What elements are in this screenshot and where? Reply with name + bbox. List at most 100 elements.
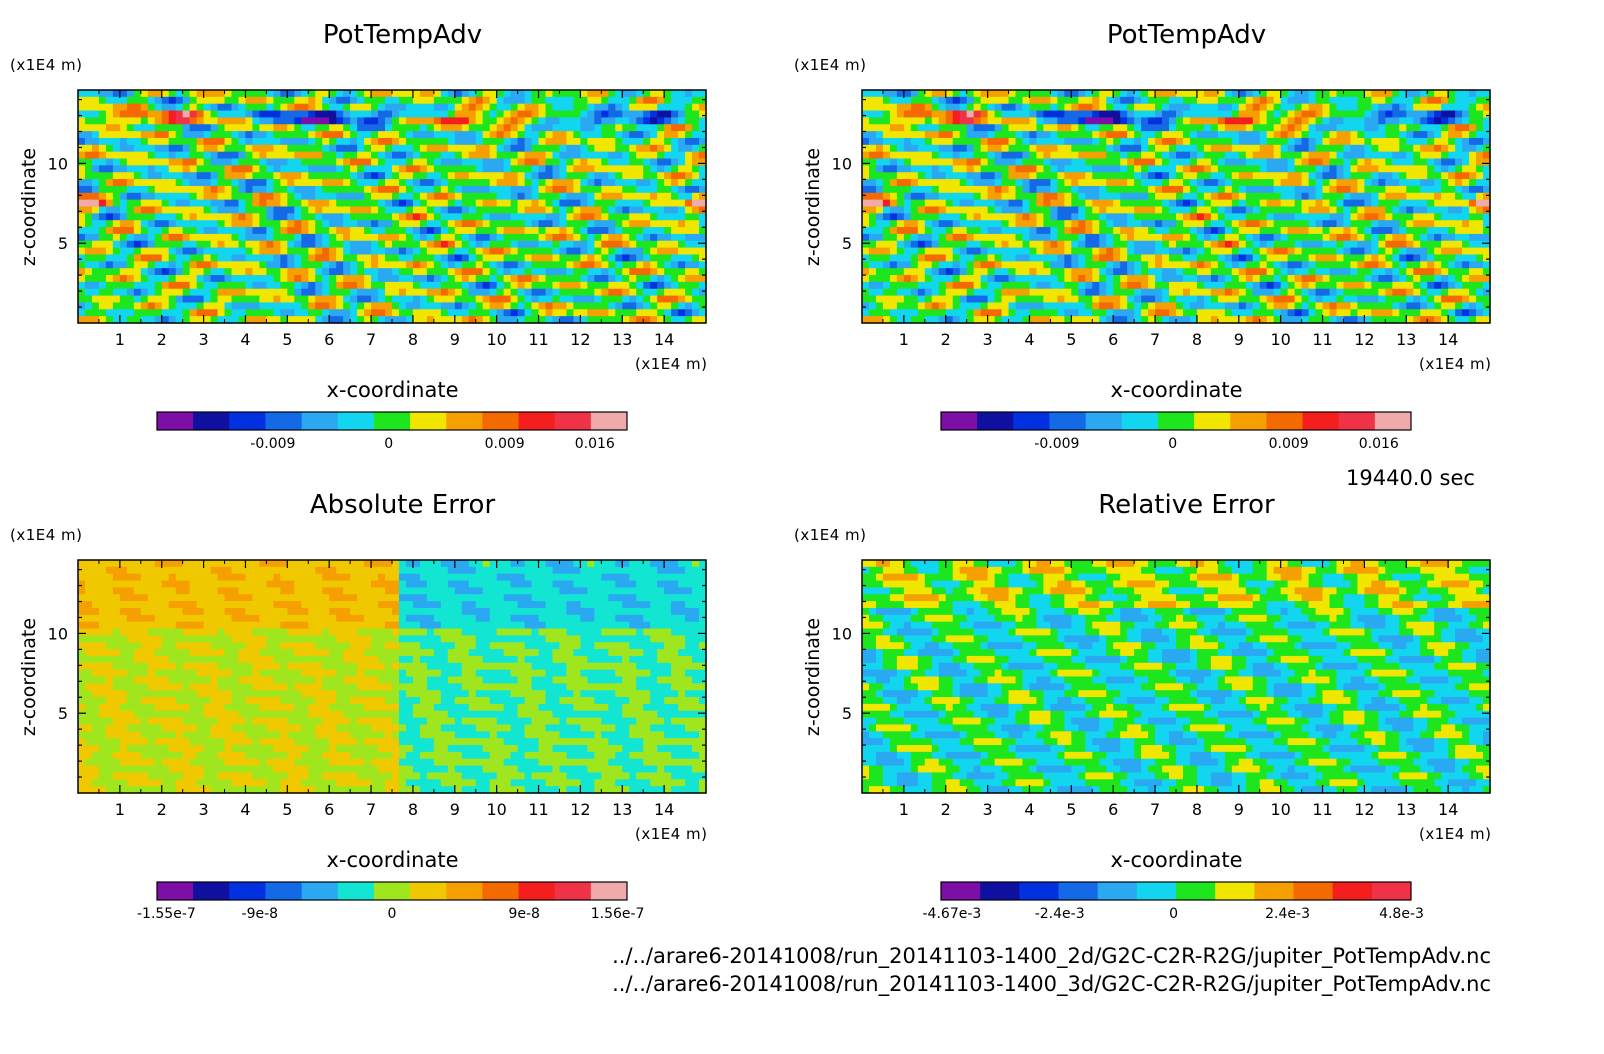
heatmap-cell	[622, 206, 630, 214]
heatmap-cell	[203, 90, 212, 98]
heatmap-cell	[84, 131, 93, 139]
heatmap-cell	[896, 199, 905, 208]
heatmap-cell	[1413, 165, 1421, 173]
heatmap-cell	[1176, 90, 1184, 98]
heatmap-cell	[168, 268, 177, 276]
heatmap-cell	[175, 96, 184, 105]
heatmap-cell	[475, 117, 484, 125]
heatmap-cell	[524, 103, 533, 112]
heatmap-cell	[419, 117, 428, 125]
heatmap-cell	[1085, 185, 1093, 194]
heatmap-cell	[433, 185, 442, 194]
heatmap-cell	[245, 247, 254, 256]
heatmap-cell	[140, 302, 149, 310]
heatmap-cell	[84, 288, 93, 297]
heatmap-cell	[1078, 96, 1086, 105]
heatmap-cell	[329, 117, 337, 125]
heatmap-cell	[994, 179, 1003, 187]
heatmap-cell	[994, 151, 1003, 160]
heatmap-cell	[322, 302, 330, 310]
heatmap-cell	[980, 137, 989, 146]
heatmap-cell	[378, 233, 386, 242]
heatmap-cell	[168, 240, 177, 249]
heatmap-cell	[587, 316, 595, 324]
heatmap-cell	[126, 199, 135, 208]
heatmap-cell	[931, 96, 940, 105]
heatmap-cell	[336, 110, 344, 119]
heatmap-cell	[196, 117, 205, 125]
heatmap-cell	[210, 110, 219, 119]
heatmap-cell	[1036, 131, 1045, 139]
heatmap-cell	[308, 302, 316, 310]
heatmap-cell	[1008, 165, 1017, 173]
heatmap-cell	[238, 131, 247, 139]
heatmap-cell	[601, 206, 609, 214]
heatmap-cell	[168, 90, 177, 98]
heatmap-cell	[364, 281, 372, 290]
heatmap-cell	[552, 233, 561, 242]
heatmap-cell	[385, 268, 393, 276]
heatmap-cell	[196, 206, 205, 214]
heatmap-cell	[1266, 213, 1275, 221]
heatmap-cell	[896, 110, 905, 119]
heatmap-cell	[657, 96, 665, 105]
heatmap-cell	[238, 288, 247, 297]
heatmap-cell	[952, 206, 961, 214]
heatmap-cell	[643, 213, 651, 221]
heatmap-cell	[938, 137, 947, 146]
heatmap-cell	[126, 233, 135, 242]
heatmap-cell	[364, 192, 372, 201]
heatmap-cell	[189, 96, 198, 105]
heatmap-cell	[84, 309, 93, 317]
heatmap-cell	[1148, 213, 1156, 221]
heatmap-cell	[1106, 192, 1114, 201]
heatmap-cell	[1196, 96, 1205, 105]
heatmap-cell	[336, 137, 344, 146]
heatmap-cell	[1043, 90, 1051, 98]
heatmap-cell	[210, 240, 219, 249]
heatmap-cell	[454, 220, 463, 228]
heatmap-cell	[917, 172, 926, 180]
heatmap-cell	[371, 268, 379, 276]
heatmap-cell	[154, 96, 163, 105]
heatmap-cell	[238, 165, 247, 173]
heatmap-cell	[322, 185, 330, 194]
heatmap-cell	[245, 302, 254, 310]
heatmap-cell	[405, 227, 414, 235]
heatmap-cell	[636, 268, 644, 276]
heatmap-cell	[1043, 158, 1051, 166]
heatmap-cell	[1315, 124, 1324, 132]
heatmap-cell	[266, 233, 274, 242]
heatmap-cell	[1322, 220, 1331, 228]
heatmap-cell	[1120, 90, 1128, 98]
heatmap-cell	[1469, 172, 1477, 180]
heatmap-cell	[1266, 131, 1275, 139]
heatmap-cell	[643, 185, 651, 194]
heatmap-cell	[573, 151, 581, 160]
heatmap-cell	[1441, 131, 1449, 139]
heatmap-cell	[587, 240, 595, 249]
heatmap-cell	[217, 268, 226, 276]
heatmap-cell	[266, 96, 274, 105]
heatmap-cell	[608, 316, 616, 324]
heatmap-cell	[301, 247, 309, 256]
heatmap-cell	[1455, 103, 1463, 112]
heatmap-cell	[105, 227, 114, 235]
heatmap-cell	[1141, 158, 1149, 166]
heatmap-cell	[1071, 96, 1079, 105]
heatmap-cell	[678, 172, 686, 180]
heatmap-cell	[385, 288, 393, 297]
heatmap-cell	[245, 295, 254, 304]
heatmap-cell	[643, 110, 651, 119]
heatmap-cell	[287, 275, 295, 283]
heatmap-cell	[552, 96, 561, 105]
heatmap-cell	[594, 206, 602, 214]
heatmap-cell	[468, 281, 477, 290]
heatmap-cell	[1022, 137, 1031, 146]
heatmap-cell	[1092, 220, 1100, 228]
heatmap-cell	[573, 275, 581, 283]
heatmap-cell	[224, 268, 233, 276]
heatmap-cell	[329, 137, 337, 146]
heatmap-cell	[517, 131, 526, 139]
heatmap-cell	[1043, 151, 1051, 160]
